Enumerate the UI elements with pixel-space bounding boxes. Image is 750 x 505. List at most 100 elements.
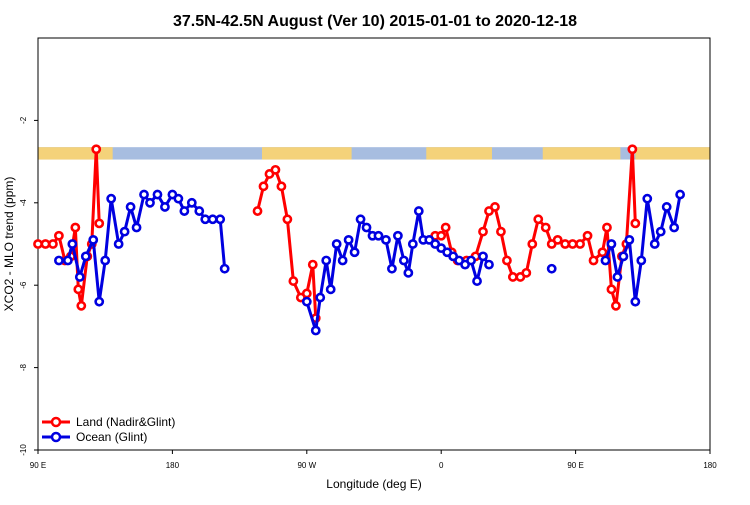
data-point xyxy=(496,226,506,237)
data-point xyxy=(70,222,81,233)
data-point xyxy=(215,214,226,225)
data-point xyxy=(62,255,73,266)
data-point xyxy=(502,255,512,266)
x-tick-label: 90 W xyxy=(297,461,316,470)
data-point xyxy=(611,300,621,311)
y-tick-label: -10 xyxy=(19,444,28,456)
data-point xyxy=(440,222,451,233)
series-line xyxy=(38,147,101,308)
data-point xyxy=(315,292,326,303)
x-tick-label: 180 xyxy=(703,461,717,470)
data-point xyxy=(67,239,78,249)
x-tick-label: 90 E xyxy=(567,461,583,470)
map-strip-land-2 xyxy=(426,147,492,160)
series-0 xyxy=(33,144,641,324)
data-point xyxy=(552,234,563,245)
data-point xyxy=(301,296,312,307)
y-tick-label: -6 xyxy=(19,281,28,289)
data-point xyxy=(478,251,488,262)
legend: Land (Nadir&Glint) Ocean (Glint) xyxy=(42,415,175,444)
data-point xyxy=(74,272,85,282)
data-point xyxy=(100,255,111,266)
data-point xyxy=(125,202,136,212)
legend-label-land: Land (Nadir&Glint) xyxy=(76,415,175,429)
data-point xyxy=(630,218,641,229)
x-axis: 90 E 180 90 W 0 90 E 180 xyxy=(30,450,717,470)
data-point xyxy=(675,189,686,200)
legend-marker-land xyxy=(50,416,62,428)
data-point xyxy=(624,234,635,245)
data-point xyxy=(139,189,149,200)
data-point xyxy=(194,206,205,216)
data-point xyxy=(413,206,424,216)
data-point xyxy=(466,255,476,266)
data-point xyxy=(472,276,482,286)
data-point xyxy=(381,234,391,245)
data-point xyxy=(398,255,409,266)
data-point xyxy=(567,239,578,249)
data-point xyxy=(575,239,585,249)
map-strip xyxy=(38,147,710,160)
x-axis-label: Longitude (deg E) xyxy=(326,477,421,491)
data-point xyxy=(321,255,332,266)
data-point xyxy=(588,255,599,266)
data-point xyxy=(331,239,342,249)
data-point xyxy=(361,222,372,233)
data-point xyxy=(276,181,287,192)
data-point xyxy=(582,230,593,241)
data-point xyxy=(91,144,102,155)
data-point xyxy=(33,239,43,249)
series-1 xyxy=(54,189,686,336)
data-point xyxy=(76,300,87,311)
map-strip-land-1 xyxy=(262,147,352,160)
data-point xyxy=(649,239,660,249)
map-strip-ocean xyxy=(38,147,710,160)
map-strip-land-3 xyxy=(542,147,621,160)
data-point xyxy=(200,214,211,225)
x-tick-label: 90 E xyxy=(30,461,46,470)
data-point xyxy=(54,255,64,266)
data-point xyxy=(94,218,105,229)
data-point xyxy=(642,193,653,204)
data-point xyxy=(560,239,571,249)
y-axis: -10 -8 -6 -4 -2 xyxy=(19,116,38,456)
data-point xyxy=(288,276,299,286)
series-layer xyxy=(33,144,686,336)
data-point xyxy=(349,247,360,258)
data-point xyxy=(597,247,608,258)
data-point xyxy=(612,272,623,282)
data-point xyxy=(627,144,638,155)
data-point xyxy=(310,325,321,336)
data-point xyxy=(80,251,91,262)
data-point xyxy=(207,214,218,225)
data-point xyxy=(113,239,124,249)
data-point xyxy=(54,230,64,241)
data-point xyxy=(152,189,163,200)
data-point xyxy=(343,234,354,245)
data-point xyxy=(73,284,84,295)
data-point xyxy=(325,284,336,295)
legend-marker-ocean xyxy=(50,431,62,443)
data-point xyxy=(301,288,312,299)
data-point xyxy=(179,206,190,216)
data-point xyxy=(94,296,105,307)
legend-label-ocean: Ocean (Glint) xyxy=(76,430,147,444)
data-point xyxy=(173,193,184,204)
data-point xyxy=(602,222,612,233)
chart-title: 37.5N-42.5N August (Ver 10) 2015-01-01 t… xyxy=(173,13,577,30)
data-point xyxy=(618,251,629,262)
data-point xyxy=(160,202,170,212)
data-point xyxy=(484,259,494,270)
data-point xyxy=(186,197,197,208)
data-point xyxy=(606,284,617,295)
data-point xyxy=(145,197,155,208)
data-point xyxy=(373,230,384,241)
data-point xyxy=(219,263,230,274)
data-point xyxy=(507,272,518,282)
data-point xyxy=(252,206,263,216)
data-point xyxy=(540,222,551,233)
data-point xyxy=(669,222,680,233)
data-point xyxy=(606,239,617,249)
data-point xyxy=(270,164,281,175)
data-point xyxy=(88,234,99,245)
